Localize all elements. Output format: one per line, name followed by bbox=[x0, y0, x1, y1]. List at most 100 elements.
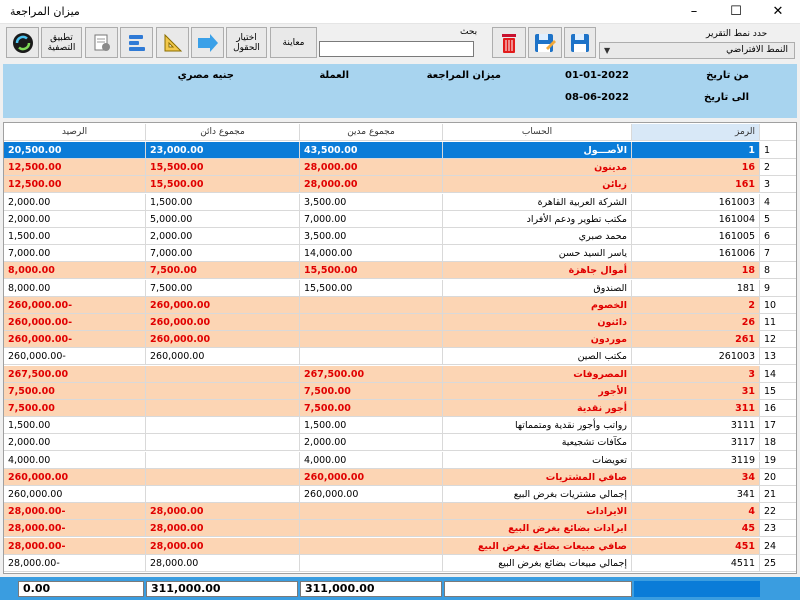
code-cell[interactable]: 34 bbox=[632, 468, 760, 486]
balance-cell[interactable]: 2,000.00 bbox=[4, 434, 146, 452]
code-cell[interactable]: 26 bbox=[632, 314, 760, 331]
account-cell[interactable]: مكتب تطوير ودعم الأفراد bbox=[443, 210, 632, 228]
balance-cell[interactable]: 28,000.00- bbox=[4, 520, 146, 538]
debit-cell[interactable]: 3,500.00 bbox=[300, 228, 443, 245]
code-cell[interactable]: 3 bbox=[632, 365, 760, 383]
report-style-select[interactable]: ▼ النمط الافتراضي bbox=[599, 42, 795, 59]
account-cell[interactable]: أموال جاهزة bbox=[443, 262, 632, 280]
search-input[interactable] bbox=[319, 41, 474, 57]
account-cell[interactable]: تعويضات bbox=[443, 451, 632, 469]
debit-cell[interactable]: 260,000.00 bbox=[300, 468, 443, 486]
column-header-balance[interactable]: الرصيد bbox=[4, 124, 146, 141]
row-number[interactable]: 23 bbox=[760, 520, 796, 538]
debit-cell[interactable] bbox=[300, 296, 443, 314]
code-cell[interactable]: 311 bbox=[632, 400, 760, 417]
debit-cell[interactable]: 267,500.00 bbox=[300, 365, 443, 383]
balance-cell[interactable]: 7,500.00 bbox=[4, 400, 146, 417]
balance-cell[interactable]: 8,000.00 bbox=[4, 262, 146, 280]
refresh-button[interactable] bbox=[6, 27, 39, 58]
debit-cell[interactable] bbox=[300, 503, 443, 521]
row-number[interactable]: 16 bbox=[760, 400, 796, 417]
credit-cell[interactable]: 260,000.00 bbox=[146, 331, 300, 349]
balance-cell[interactable]: 28,000.00- bbox=[4, 503, 146, 521]
code-cell[interactable]: 1 bbox=[632, 142, 760, 159]
credit-cell[interactable]: 260,000.00 bbox=[146, 296, 300, 314]
debit-cell[interactable] bbox=[300, 348, 443, 366]
row-number[interactable]: 9 bbox=[760, 280, 796, 297]
debit-cell[interactable]: 7,500.00 bbox=[300, 382, 443, 400]
balance-cell[interactable]: 12,500.00 bbox=[4, 176, 146, 194]
account-cell[interactable]: ياسر السيد حسن bbox=[443, 245, 632, 263]
account-cell[interactable]: دائنون bbox=[443, 314, 632, 331]
debit-cell[interactable] bbox=[300, 554, 443, 572]
debit-cell[interactable]: 28,000.00 bbox=[300, 159, 443, 177]
close-icon[interactable]: ✕ bbox=[772, 4, 784, 19]
ruler-button[interactable] bbox=[156, 27, 189, 58]
credit-cell[interactable]: 7,500.00 bbox=[146, 279, 300, 297]
account-cell[interactable]: إجمالي مبيعات بضائع بغرض البيع bbox=[443, 554, 632, 572]
choose-fields-button[interactable]: اختيار الحقول bbox=[226, 27, 267, 58]
debit-cell[interactable]: 260,000.00 bbox=[300, 486, 443, 503]
debit-cell[interactable] bbox=[300, 520, 443, 538]
code-cell[interactable]: 18 bbox=[632, 262, 760, 280]
credit-cell[interactable]: 28,000.00 bbox=[146, 503, 300, 521]
export-button[interactable] bbox=[191, 27, 224, 58]
row-number[interactable]: 8 bbox=[760, 262, 796, 280]
debit-cell[interactable]: 14,000.00 bbox=[300, 245, 443, 263]
row-number[interactable]: 11 bbox=[760, 314, 796, 331]
code-cell[interactable]: 451 bbox=[632, 537, 760, 555]
credit-cell[interactable]: 15,500.00 bbox=[146, 159, 300, 177]
code-cell[interactable]: 3117 bbox=[632, 434, 760, 452]
account-cell[interactable]: صافي المشتريات bbox=[443, 468, 632, 486]
code-cell[interactable]: 161004 bbox=[632, 210, 760, 228]
debit-cell[interactable]: 7,500.00 bbox=[300, 400, 443, 417]
row-number[interactable]: 18 bbox=[760, 434, 796, 452]
account-cell[interactable]: الايرادات bbox=[443, 503, 632, 521]
debit-cell[interactable] bbox=[300, 537, 443, 555]
apply-filter-button[interactable]: تطبيق التصفية bbox=[41, 27, 82, 58]
balance-cell[interactable]: 260,000.00- bbox=[4, 296, 146, 314]
account-cell[interactable]: الخصوم bbox=[443, 296, 632, 314]
row-number[interactable]: 12 bbox=[760, 331, 796, 349]
row-number[interactable]: 17 bbox=[760, 417, 796, 435]
credit-cell[interactable]: 23,000.00 bbox=[146, 142, 300, 159]
code-cell[interactable]: 181 bbox=[632, 279, 760, 297]
code-cell[interactable]: 261003 bbox=[632, 348, 760, 366]
debit-cell[interactable]: 7,000.00 bbox=[300, 210, 443, 228]
save-button[interactable] bbox=[564, 27, 596, 58]
debit-cell[interactable]: 4,000.00 bbox=[300, 451, 443, 469]
save-as-button[interactable] bbox=[528, 27, 562, 58]
credit-cell[interactable] bbox=[146, 486, 300, 503]
row-number[interactable]: 10 bbox=[760, 297, 796, 314]
code-cell[interactable]: 16 bbox=[632, 159, 760, 177]
credit-cell[interactable]: 28,000.00 bbox=[146, 520, 300, 538]
row-number[interactable]: 25 bbox=[760, 555, 796, 572]
account-cell[interactable]: مدينون bbox=[443, 159, 632, 177]
row-number[interactable]: 14 bbox=[760, 366, 796, 383]
debit-cell[interactable]: 15,500.00 bbox=[300, 279, 443, 297]
code-cell[interactable]: 341 bbox=[632, 486, 760, 503]
row-number[interactable]: 15 bbox=[760, 383, 796, 400]
credit-cell[interactable]: 28,000.00 bbox=[146, 537, 300, 555]
column-header-credit[interactable]: مجموع دائن bbox=[146, 124, 300, 141]
account-cell[interactable]: الأصـــول bbox=[443, 142, 632, 159]
account-cell[interactable]: زبائن bbox=[443, 176, 632, 194]
credit-cell[interactable]: 2,000.00 bbox=[146, 228, 300, 245]
balance-cell[interactable]: 8,000.00 bbox=[4, 279, 146, 297]
code-cell[interactable]: 4 bbox=[632, 503, 760, 521]
credit-cell[interactable] bbox=[146, 417, 300, 435]
code-cell[interactable]: 261 bbox=[632, 331, 760, 349]
balance-cell[interactable]: 20,500.00 bbox=[4, 142, 146, 159]
code-cell[interactable]: 3111 bbox=[632, 417, 760, 435]
row-number[interactable]: 1 bbox=[760, 142, 796, 159]
credit-cell[interactable]: 15,500.00 bbox=[146, 176, 300, 194]
row-number[interactable]: 6 bbox=[760, 228, 796, 245]
code-cell[interactable]: 2 bbox=[632, 296, 760, 314]
code-cell[interactable]: 45 bbox=[632, 520, 760, 538]
credit-cell[interactable]: 5,000.00 bbox=[146, 210, 300, 228]
column-header-code[interactable]: الرمز bbox=[632, 124, 760, 141]
row-number[interactable]: 22 bbox=[760, 503, 796, 521]
account-cell[interactable]: ايرادات بضائع بغرض البيع bbox=[443, 520, 632, 538]
credit-cell[interactable]: 7,500.00 bbox=[146, 262, 300, 280]
balance-cell[interactable]: 260,000.00- bbox=[4, 348, 146, 366]
